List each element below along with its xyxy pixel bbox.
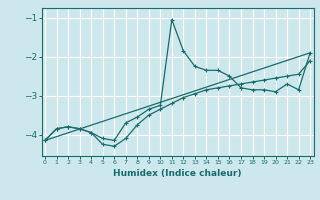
X-axis label: Humidex (Indice chaleur): Humidex (Indice chaleur) — [113, 169, 242, 178]
